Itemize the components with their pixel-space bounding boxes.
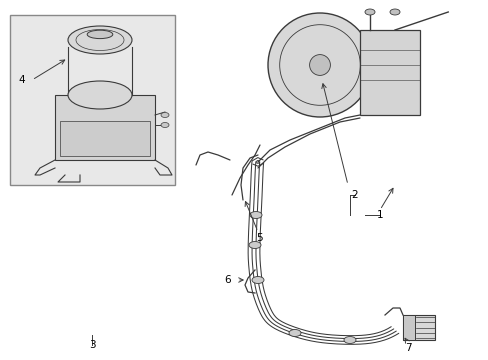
Bar xyxy=(10,15,175,185)
Bar xyxy=(60,121,150,156)
Ellipse shape xyxy=(267,13,371,117)
Text: 3: 3 xyxy=(88,340,95,350)
Text: 6: 6 xyxy=(224,275,231,285)
Ellipse shape xyxy=(249,212,262,219)
Ellipse shape xyxy=(161,112,169,117)
Bar xyxy=(55,95,155,160)
Bar xyxy=(359,30,419,115)
Ellipse shape xyxy=(343,337,355,343)
Ellipse shape xyxy=(161,122,169,127)
Ellipse shape xyxy=(68,26,132,54)
Bar xyxy=(402,315,414,340)
Text: 1: 1 xyxy=(376,210,383,220)
Text: 5: 5 xyxy=(256,233,263,243)
Text: 2: 2 xyxy=(351,190,358,200)
Ellipse shape xyxy=(87,30,113,39)
Text: 7: 7 xyxy=(404,343,410,353)
Text: 4: 4 xyxy=(19,75,25,85)
Ellipse shape xyxy=(248,242,261,248)
Ellipse shape xyxy=(68,81,132,109)
Ellipse shape xyxy=(288,329,301,337)
Ellipse shape xyxy=(251,276,264,284)
Bar xyxy=(402,315,434,340)
Ellipse shape xyxy=(364,9,374,15)
Ellipse shape xyxy=(309,55,330,75)
Ellipse shape xyxy=(389,9,399,15)
